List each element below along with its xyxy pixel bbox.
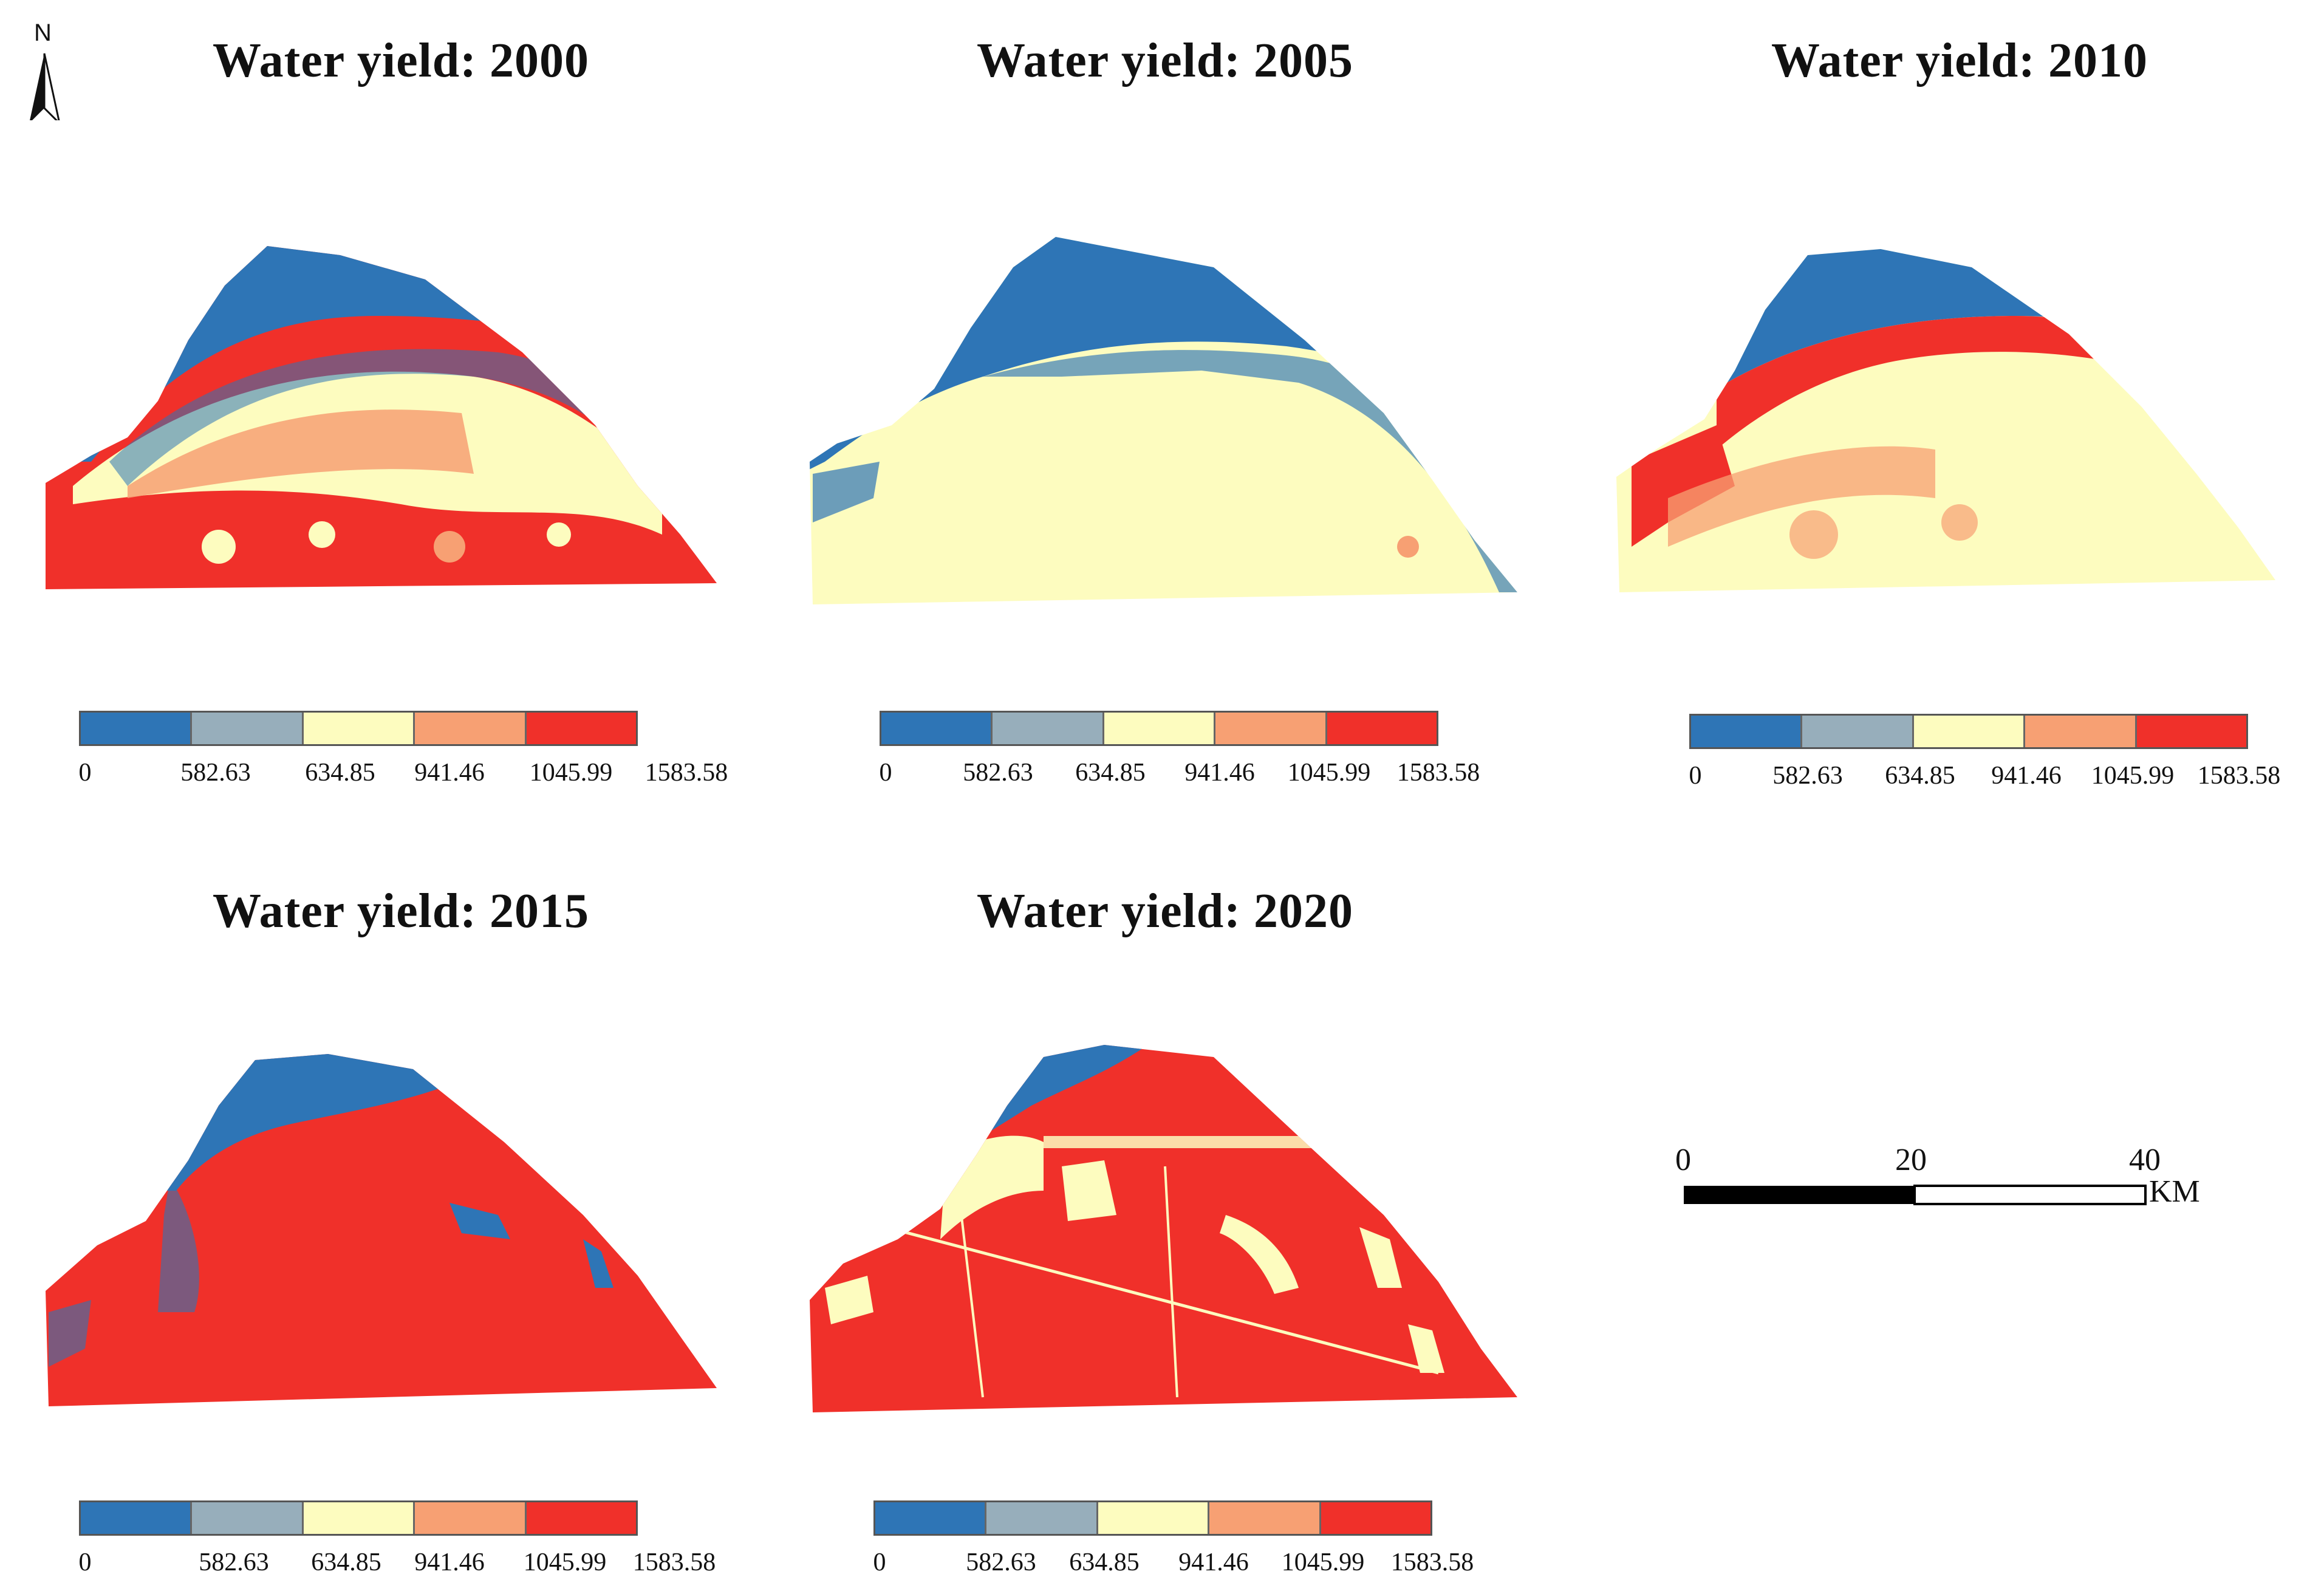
legend-swatch-3 — [1098, 1502, 1210, 1534]
map-2005 — [810, 237, 1517, 604]
legend-swatch-3 — [1913, 716, 2026, 747]
legend-swatch-1 — [1691, 716, 1803, 747]
map-panel-2010: Water yield: 2010 0 582.63 634.85 941.46 — [1595, 0, 2324, 790]
legend-tick: 1045.99 — [523, 1548, 607, 1576]
legend-swatch-5 — [2136, 716, 2247, 747]
legend-tick: 1583.58 — [632, 1548, 716, 1576]
legend-tick: 634.85 — [1075, 759, 1146, 787]
panel-title: Water yield: 2015 — [213, 884, 589, 938]
north-label: N — [34, 19, 52, 46]
scale-label-20: 20 — [1895, 1143, 1927, 1177]
legend-ticks: 0 582.63 634.85 941.46 1045.99 1583.58 — [78, 1548, 716, 1584]
legend-tick: 582.63 — [1772, 762, 1843, 790]
map-panel-2015: Water yield: 2015 0 582.63 634.85 941.46… — [36, 850, 765, 1576]
legend-tick: 1045.99 — [1287, 759, 1371, 787]
legend-colorbar — [79, 1500, 638, 1536]
legend-tick: 634.85 — [311, 1548, 381, 1576]
legend-swatch-2 — [192, 1502, 304, 1534]
legend-tick: 1583.58 — [644, 759, 728, 787]
legend-tick: 0 — [879, 759, 892, 787]
legend-ticks: 0 582.63 634.85 941.46 1045.99 1583.58 — [873, 1548, 1493, 1584]
legend-ticks: 0 582.63 634.85 941.46 1045.99 1583.58 — [1689, 761, 2309, 798]
legend-tick: 941.46 — [1184, 759, 1255, 787]
legend-tick: 582.63 — [963, 759, 1033, 787]
legend-colorbar — [880, 711, 1438, 746]
legend-tick: 634.85 — [1885, 762, 1955, 790]
scale-bar-graphic — [1684, 1185, 2147, 1205]
legend-tick: 1045.99 — [1281, 1548, 1365, 1576]
panel-title: Water yield: 2010 — [1771, 34, 2148, 87]
panel-title: Water yield: 2020 — [977, 884, 1353, 938]
map-2015 — [46, 1054, 717, 1406]
north-arrow-icon — [30, 53, 60, 120]
panel-title: Water yield: 2000 — [213, 34, 589, 87]
north-arrow: N — [11, 11, 66, 120]
legend-swatch-1 — [81, 713, 193, 744]
map-2020 — [810, 1045, 1517, 1412]
legend-swatch-1 — [881, 713, 993, 744]
legend-swatch-5 — [1327, 713, 1437, 744]
legend-tick: 634.85 — [1069, 1548, 1140, 1576]
legend-swatch-2 — [1802, 716, 1914, 747]
legend-tick: 1045.99 — [529, 759, 613, 787]
legend-swatch-4 — [415, 1502, 527, 1534]
legend-ticks: 0 582.63 634.85 941.46 1045.99 1583.58 — [880, 758, 1499, 795]
legend-ticks: 0 582.63 634.85 941.46 1045.99 1583.58 — [78, 758, 728, 795]
map-panel-2005: Water yield: 2005 0 582.63 634.85 941.46… — [801, 0, 1529, 787]
legend-tick: 1583.58 — [1396, 759, 1480, 787]
legend-tick: 941.46 — [1991, 762, 2062, 790]
legend-swatch-1 — [81, 1502, 193, 1534]
legend-swatch-5 — [1321, 1502, 1431, 1534]
scale-bar: 0 20 40 KM — [1675, 1142, 2229, 1227]
legend-swatch-1 — [875, 1502, 987, 1534]
legend-colorbar — [873, 1500, 1432, 1536]
legend-tick: 941.46 — [414, 1548, 485, 1576]
panel-title: Water yield: 2005 — [977, 34, 1353, 87]
legend-swatch-5 — [526, 1502, 637, 1534]
scale-unit: KM — [2149, 1174, 2200, 1209]
legend-tick: 582.63 — [199, 1548, 269, 1576]
legend-swatch-3 — [303, 1502, 415, 1534]
legend-colorbar — [79, 711, 638, 746]
legend-tick: 0 — [873, 1548, 886, 1576]
map-2010 — [1616, 249, 2275, 592]
legend-colorbar — [1689, 714, 2248, 749]
map-panel-2000: Water yield: 2000 0 582.63 634.85 941.46 — [36, 0, 765, 787]
legend-swatch-5 — [526, 713, 637, 744]
legend-tick: 1583.58 — [1390, 1548, 1474, 1576]
legend-tick: 941.46 — [414, 759, 485, 787]
legend-tick: 582.63 — [180, 759, 251, 787]
legend-swatch-2 — [986, 1502, 1098, 1534]
legend-tick: 1045.99 — [2091, 762, 2175, 790]
legend-swatch-3 — [303, 713, 415, 744]
legend-tick: 634.85 — [305, 759, 375, 787]
legend-swatch-4 — [415, 713, 527, 744]
map-2000 — [46, 246, 717, 589]
legend-tick: 0 — [78, 1548, 92, 1576]
legend-swatch-4 — [1215, 713, 1327, 744]
legend-swatch-4 — [2025, 716, 2137, 747]
legend-swatch-4 — [1209, 1502, 1321, 1534]
legend-tick: 582.63 — [966, 1548, 1036, 1576]
map-panel-2020: Water yield: 2020 0 — [801, 850, 1529, 1576]
legend-tick: 1583.58 — [2197, 762, 2281, 790]
scale-label-40: 40 — [2129, 1143, 2161, 1177]
legend-tick: 0 — [1689, 762, 1702, 790]
legend-tick: 941.46 — [1178, 1548, 1249, 1576]
legend-swatch-3 — [1104, 713, 1216, 744]
legend-tick: 0 — [78, 759, 92, 787]
legend-swatch-2 — [192, 713, 304, 744]
legend-swatch-2 — [993, 713, 1104, 744]
scale-label-0: 0 — [1675, 1143, 1691, 1177]
